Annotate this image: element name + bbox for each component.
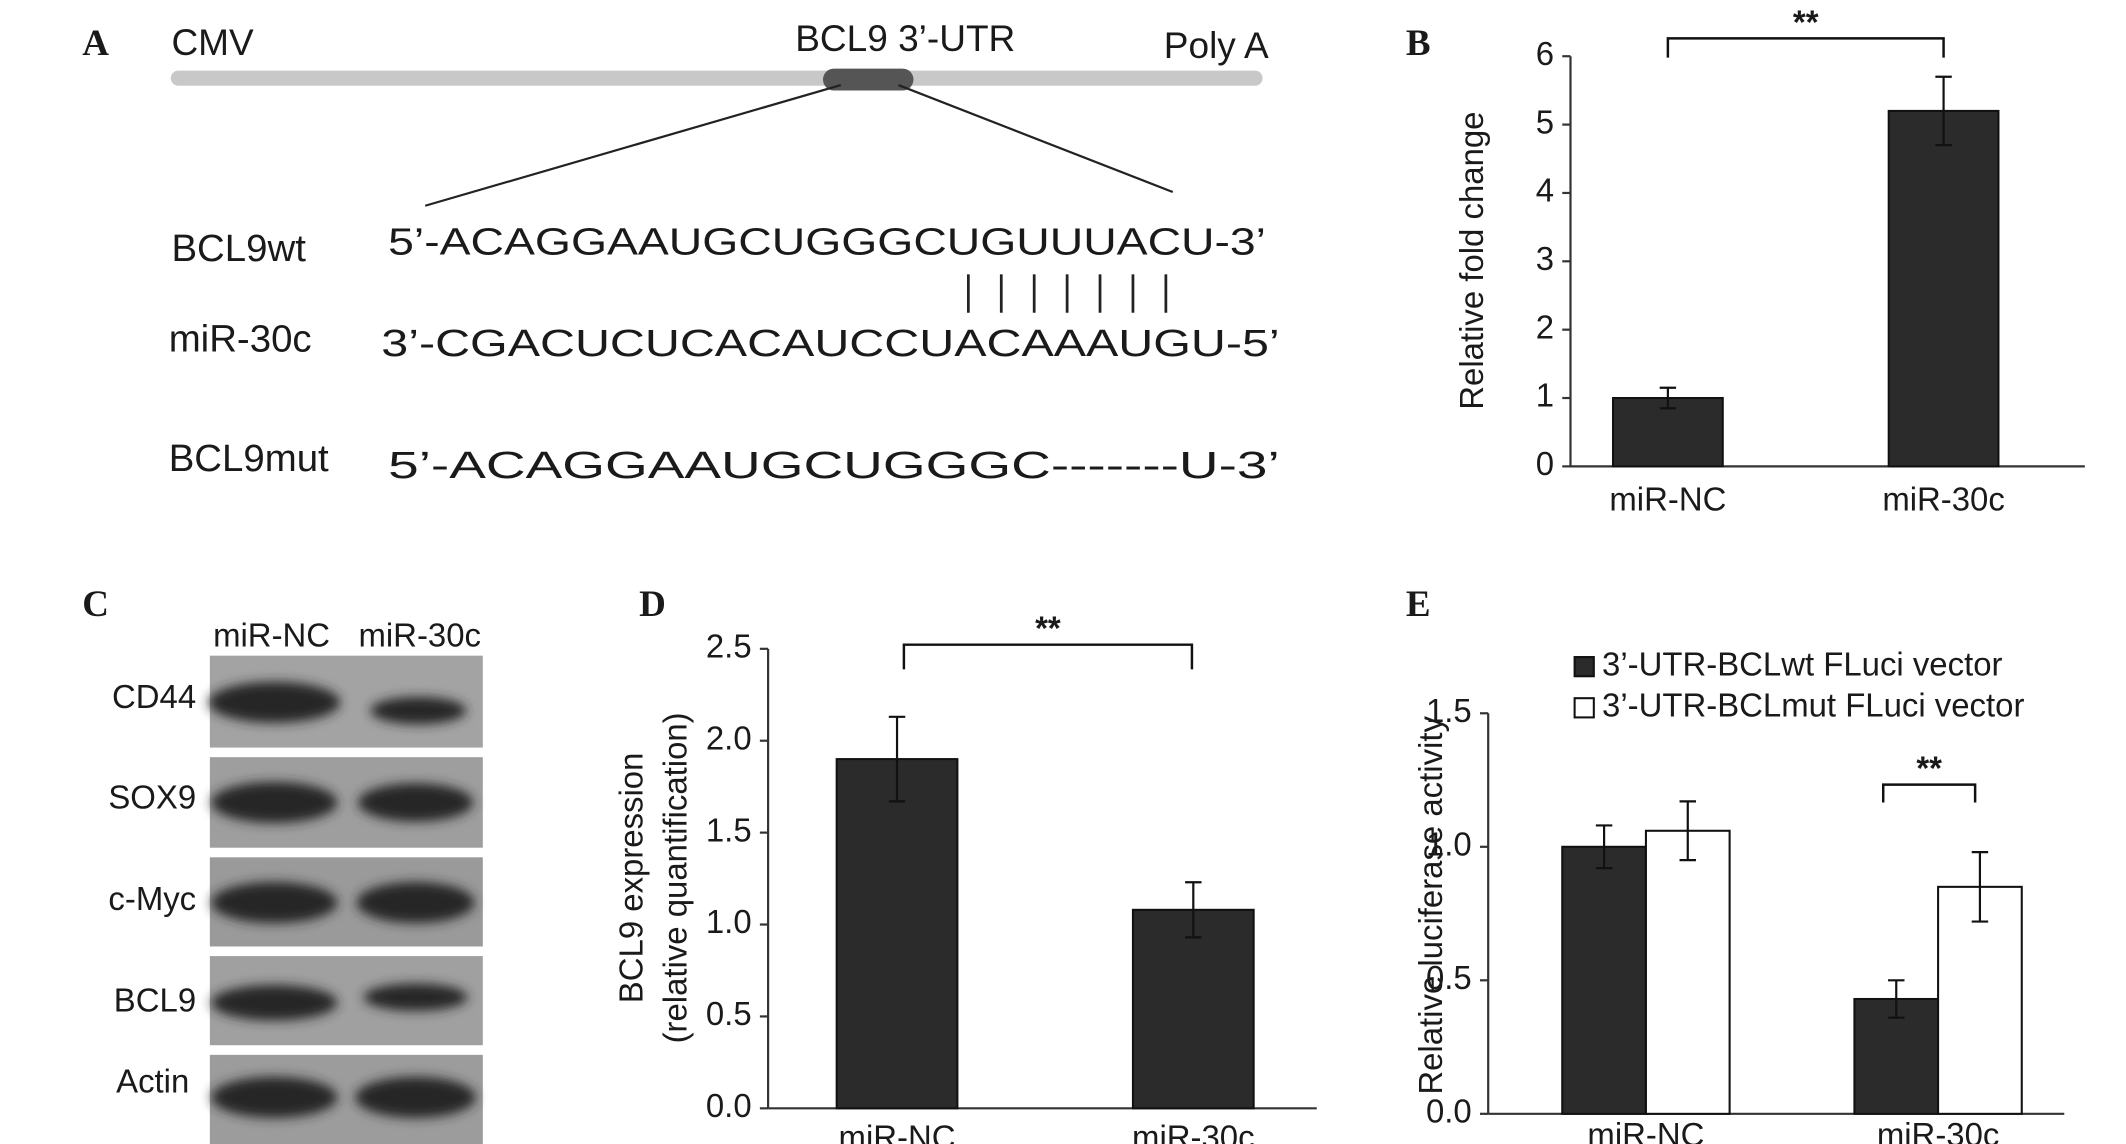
blot-row-label: c-Myc (108, 880, 196, 917)
panel-label: B (1406, 23, 1431, 64)
x-tick-label: miR-30c (1882, 481, 2004, 518)
y-tick-label: 0 (1536, 445, 1554, 482)
y-tick-label: 1.0 (1426, 825, 1472, 862)
y-axis-label: (relative quantification) (656, 712, 693, 1043)
legend-swatch (1573, 697, 1595, 719)
legend-label: 3’-UTR-BCLwt FLuci vector (1602, 645, 2002, 682)
blot-row-label: CD44 (112, 678, 196, 715)
construct-label: Poly A (1164, 24, 1269, 66)
construct-label: CMV (171, 21, 254, 63)
utr-insert (822, 68, 914, 91)
x-tick-label: miR-NC (1609, 481, 1726, 518)
x-tick-label: miR-NC (839, 1119, 956, 1144)
seq-name: miR-30c (169, 318, 312, 361)
panel-label: D (639, 584, 666, 625)
bar (835, 758, 959, 1110)
y-axis-label: Relative fold change (1453, 112, 1490, 410)
lane-label: miR-30c (358, 617, 480, 654)
y-tick-label: 0.5 (1426, 959, 1472, 996)
significance-label: ** (1035, 610, 1061, 647)
significance-label: ** (1793, 3, 1819, 40)
y-tick-label: 6 (1536, 35, 1554, 72)
bar (1937, 885, 2023, 1115)
blot-row-label: BCL9 (114, 981, 196, 1018)
significance-bracket (902, 643, 1194, 670)
y-tick-label: 0.0 (1426, 1093, 1472, 1130)
base-pairing (966, 274, 1168, 313)
zoom-line (424, 83, 842, 207)
error-bar (1888, 979, 1905, 1019)
error-bar (1595, 824, 1613, 870)
significance-label: ** (1916, 750, 1942, 787)
y-tick-label: 0.0 (706, 1087, 752, 1124)
error-bar (1185, 881, 1202, 939)
error-bar (1971, 851, 1989, 923)
construct-label: BCL9 3’-UTR (795, 17, 1015, 59)
blot-row-label: Actin (116, 1062, 189, 1099)
error-bar (1935, 75, 1952, 147)
y-axis-label: BCL9 expression (612, 753, 649, 1004)
blot-row-label: SOX9 (108, 778, 196, 815)
bar (1887, 109, 2000, 468)
panel-label: A (82, 23, 109, 64)
legend-label: 3’-UTR-BCLmut FLuci vector (1602, 686, 2024, 723)
error-bar (888, 715, 906, 803)
sequence: 3’-CGACUCUCACAUCCUACAAAUGU-5’ (381, 322, 1279, 365)
y-tick-label: 1.5 (706, 811, 752, 848)
y-tick-label: 0.5 (706, 995, 752, 1032)
bar (1644, 829, 1731, 1115)
seq-name: BCL9wt (171, 227, 306, 270)
x-tick-label: miR-NC (1587, 1116, 1704, 1144)
lane-label: miR-NC (213, 617, 330, 654)
y-tick-label: 3 (1536, 240, 1554, 277)
panel-label: E (1406, 584, 1431, 625)
bar (1561, 845, 1647, 1115)
zoom-line (898, 84, 1174, 194)
legend-swatch (1573, 656, 1595, 678)
sequence: 5’-ACAGGAAUGCUGGGCUGUUUACU-3’ (388, 220, 1266, 263)
x-tick-label: miR-30c (1132, 1119, 1254, 1144)
sequence: 5’-ACAGGAAUGCUGGGC-------U-3’ (388, 444, 1280, 487)
x-tick-label: miR-30c (1877, 1116, 1999, 1144)
y-tick-label: 1 (1536, 377, 1554, 414)
significance-bracket (1666, 37, 1945, 58)
significance-bracket (1881, 783, 1977, 803)
y-tick-label: 4 (1536, 172, 1554, 209)
y-tick-label: 1.0 (706, 903, 752, 940)
panel-label: C (82, 584, 109, 625)
western-blot (208, 655, 483, 1144)
y-tick-label: 2.0 (706, 719, 752, 756)
y-axis-label: Relative luciferase activity (1412, 715, 1449, 1094)
error-bar (1659, 386, 1677, 410)
bar (1611, 396, 1724, 468)
error-bar (1679, 800, 1696, 862)
bar (1131, 908, 1255, 1110)
y-tick-label: 1.5 (1426, 692, 1472, 729)
y-tick-label: 2.5 (706, 628, 752, 665)
y-tick-label: 2 (1536, 308, 1554, 345)
y-tick-label: 5 (1536, 103, 1554, 140)
seq-name: BCL9mut (169, 437, 329, 480)
